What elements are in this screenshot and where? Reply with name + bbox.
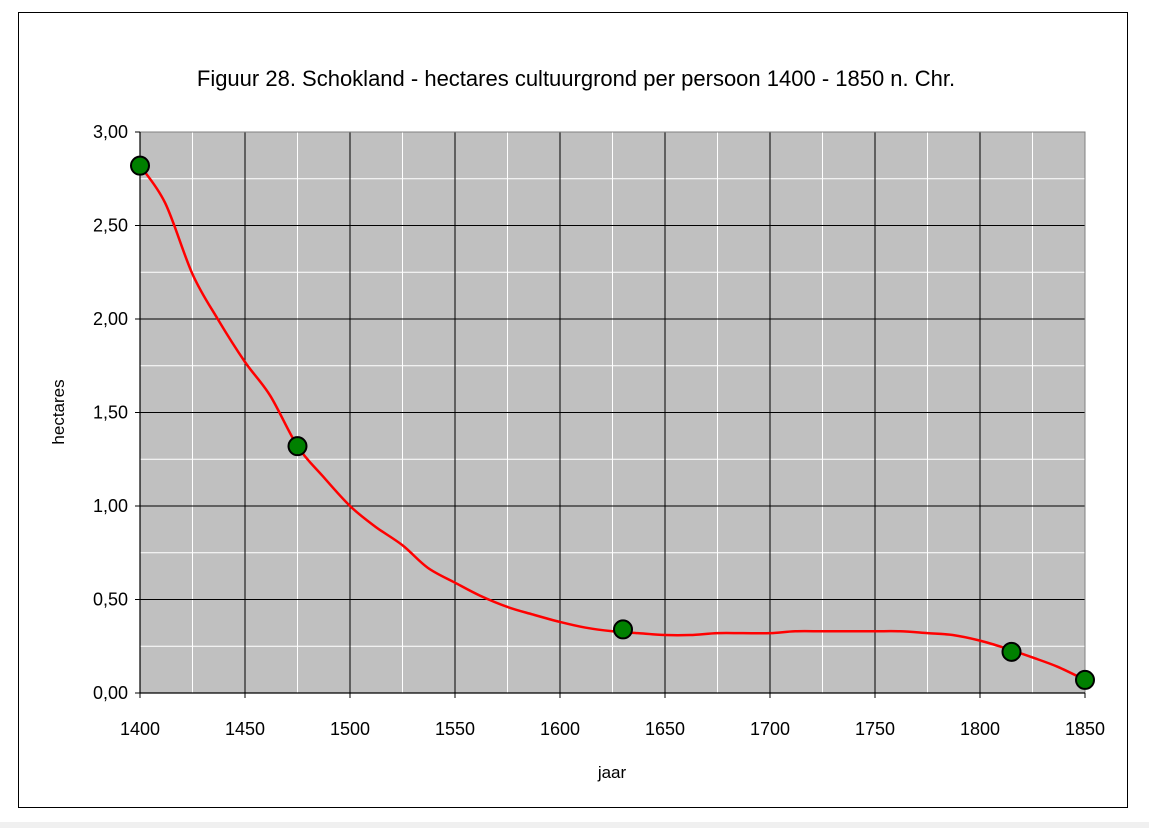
y-tick-label: 1,00 <box>93 496 128 516</box>
chart-title: Figuur 28. Schokland - hectares cultuurg… <box>197 66 955 91</box>
data-point <box>287 436 308 457</box>
y-tick-label: 3,00 <box>93 122 128 142</box>
y-tick-label: 0,50 <box>93 590 128 610</box>
data-point <box>1075 669 1095 690</box>
x-axis-label: jaar <box>597 763 627 782</box>
x-tick-label: 1700 <box>750 719 790 739</box>
y-tick-label: 1,50 <box>93 403 128 423</box>
x-tick-label: 1500 <box>330 719 370 739</box>
x-tick-label: 1650 <box>645 719 685 739</box>
data-point <box>613 619 633 640</box>
x-tick-label: 1450 <box>225 719 265 739</box>
x-tick-label: 1600 <box>540 719 580 739</box>
x-tick-label: 1550 <box>435 719 475 739</box>
x-tick-label: 1750 <box>855 719 895 739</box>
data-point <box>130 155 150 176</box>
x-tick-label: 1850 <box>1065 719 1105 739</box>
x-tick-label: 1400 <box>120 719 160 739</box>
page-bottom-strip <box>0 822 1149 828</box>
y-tick-label: 0,00 <box>93 683 128 703</box>
plot-area: 0,00 0,50 1,00 1,50 2,00 2,50 3,00 1400 1450 1500… <box>93 122 1105 739</box>
y-axis-label: hectares <box>49 379 68 444</box>
x-tick-label: 1800 <box>960 719 1000 739</box>
data-point <box>1001 641 1022 662</box>
y-tick-label: 2,50 <box>93 216 128 236</box>
y-tick-label: 2,00 <box>93 309 128 329</box>
